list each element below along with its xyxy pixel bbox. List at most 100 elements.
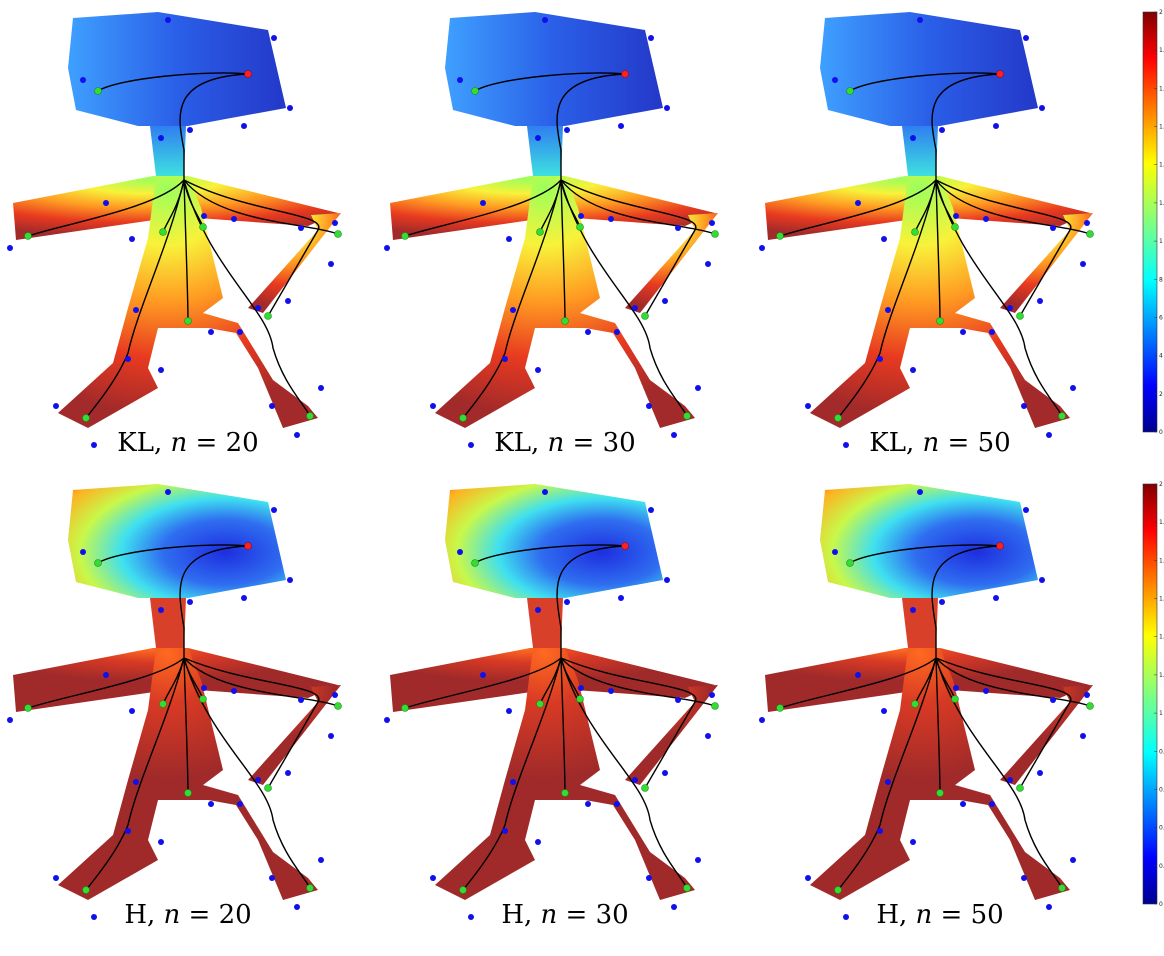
caption-method: H, <box>124 900 164 930</box>
boundary-point <box>103 672 109 678</box>
caption-equals: = <box>932 900 971 930</box>
colorbar-tick-label: 0 <box>1159 901 1163 908</box>
colorbar-tick-label: 1. <box>1159 124 1164 131</box>
geodesic-path <box>97 544 249 564</box>
sink-point <box>159 700 167 708</box>
boundary-points <box>384 17 715 448</box>
boundary-point <box>618 123 624 129</box>
geodesic-path <box>183 657 189 794</box>
colorbar-tick-label: 1. <box>1159 85 1164 92</box>
geodesic-path <box>935 179 941 322</box>
colorbar-tick-label: 1. <box>1159 596 1164 603</box>
boundary-point <box>457 549 463 555</box>
boundary-point <box>695 857 701 863</box>
head-region <box>68 12 286 126</box>
boundary-point <box>535 135 541 141</box>
boundary-point <box>7 717 13 723</box>
geodesic-path <box>27 545 249 709</box>
boundary-point <box>1084 692 1090 698</box>
geodesic-path <box>935 657 941 794</box>
caption-equals: = <box>564 428 603 458</box>
sink-point <box>94 87 102 95</box>
boundary-point <box>187 127 193 133</box>
boundary-point <box>705 733 711 739</box>
caption-n-value: 30 <box>602 428 636 458</box>
geodesic-path <box>560 657 566 794</box>
sink-point <box>936 789 944 797</box>
geodesic-paths <box>779 72 1091 419</box>
boundary-point <box>510 307 516 313</box>
caption-method: H, <box>876 900 916 930</box>
boundary-point <box>91 914 97 920</box>
boundary-point <box>506 708 512 714</box>
boundary-point <box>231 216 237 222</box>
sink-point <box>711 230 719 238</box>
boundary-point <box>187 599 193 605</box>
colorbar-tick-label: 1 <box>1159 710 1163 717</box>
caption-equals: = <box>939 428 978 458</box>
sink-points <box>776 559 1094 894</box>
boundary-point <box>832 549 838 555</box>
boundary-point <box>480 200 486 206</box>
boundary-point <box>133 307 139 313</box>
colorbar-tick-label: 0. <box>1159 863 1164 870</box>
boundary-point <box>578 213 584 219</box>
boundary-point <box>953 213 959 219</box>
boundary-point <box>457 77 463 83</box>
boundary-point <box>832 77 838 83</box>
caption-equals: = <box>187 428 226 458</box>
caption-variable: n <box>915 900 933 930</box>
boundary-point <box>953 685 959 691</box>
boundary-point <box>129 236 135 242</box>
boundary-point <box>231 688 237 694</box>
boundary-point <box>285 298 291 304</box>
sink-point <box>1058 412 1066 420</box>
boundary-point <box>983 216 989 222</box>
boundary-point <box>1037 770 1043 776</box>
boundary-point <box>294 904 300 910</box>
colorbar-tick-label: 2 <box>1159 9 1163 16</box>
boundary-point <box>877 828 883 834</box>
boundary-point <box>805 875 811 881</box>
boundary-point <box>646 875 652 881</box>
boundary-point <box>989 801 995 807</box>
sink-point <box>459 414 467 422</box>
colorbar-tick-label: 6 <box>1159 314 1163 321</box>
colorbar-tick-label: 0 <box>1159 429 1163 436</box>
boundary-point <box>662 770 668 776</box>
boundary-point <box>542 489 548 495</box>
boundary-point <box>384 717 390 723</box>
sink-point <box>306 884 314 892</box>
caption-variable: n <box>547 428 565 458</box>
sink-point <box>334 702 342 710</box>
geodesic-path <box>837 179 937 419</box>
caption-n-value: 20 <box>218 900 252 930</box>
body-region <box>13 648 341 900</box>
boundary-point <box>328 261 334 267</box>
sink-point <box>641 784 649 792</box>
panel-kl30 <box>384 12 719 448</box>
sink-point <box>199 223 207 231</box>
geodesic-path <box>183 179 311 417</box>
colorbar-tick-label: 1. <box>1159 47 1164 54</box>
sink-point <box>24 232 32 240</box>
boundary-point <box>648 507 654 513</box>
sink-point <box>94 559 102 567</box>
boundary-point <box>237 329 243 335</box>
colorbar-tick-label: 1. <box>1159 519 1164 526</box>
geodesic-path <box>97 72 249 92</box>
caption-kl20: KL, n = 20 <box>8 428 368 458</box>
boundary-point <box>271 35 277 41</box>
panel-kl20 <box>7 12 342 448</box>
boundary-point <box>843 442 849 448</box>
boundary-point <box>7 245 13 251</box>
sink-point <box>264 312 272 320</box>
boundary-point <box>646 403 652 409</box>
boundary-point <box>910 839 916 845</box>
boundary-point <box>91 442 97 448</box>
boundary-point <box>129 708 135 714</box>
sink-point <box>776 704 784 712</box>
sink-points <box>401 87 719 422</box>
geodesic-path <box>85 179 185 419</box>
geodesic-path <box>837 657 937 891</box>
